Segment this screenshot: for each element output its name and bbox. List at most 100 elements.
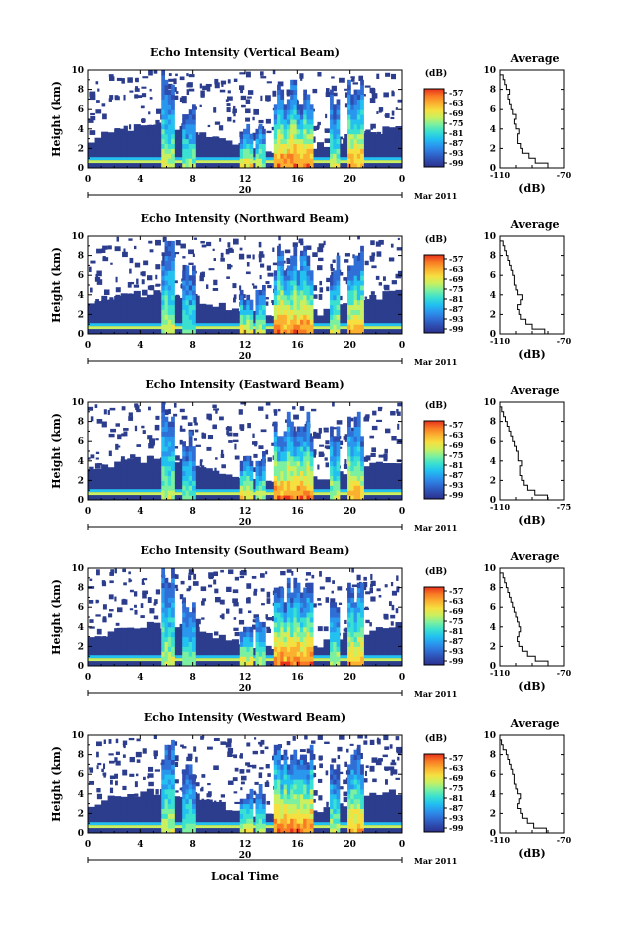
average-x-tick-label: -110 <box>490 170 510 180</box>
colorbar-tick-label: -69 <box>449 440 464 450</box>
colorbar-tick-label: -63 <box>449 430 464 440</box>
y-tick-label: 0 <box>78 164 84 174</box>
x-tick-label: 12 <box>239 840 252 850</box>
colorbar-tick-label: -57 <box>449 88 463 98</box>
y-tick-label: 8 <box>78 86 84 96</box>
colorbar-tick-label: -99 <box>449 490 464 500</box>
average-y-tick-label: 8 <box>490 86 496 96</box>
day-label: 20 <box>239 684 252 694</box>
x-tick-label: 20 <box>343 840 356 850</box>
y-tick-label: 10 <box>71 564 84 574</box>
panel-title: Echo Intensity (Westward Beam) <box>144 711 346 724</box>
y-tick-label: 8 <box>78 751 84 761</box>
y-axis-label: Height (km) <box>50 247 63 323</box>
x-tick-label: 0 <box>399 840 405 850</box>
colorbar-tick-label: -63 <box>449 264 464 274</box>
average-profile-line <box>499 568 560 667</box>
y-tick-label: 2 <box>78 642 84 652</box>
colorbar-tick-label: -81 <box>449 793 463 803</box>
x-tick-label: 16 <box>291 840 304 850</box>
colorbar <box>423 254 445 334</box>
colorbar-tick-label: -69 <box>449 606 464 616</box>
x-tick-label: 20 <box>343 341 356 351</box>
x-tick-label: 16 <box>291 673 304 683</box>
panel-2: Echo Intensity (Eastward Beam) 0 2 4 6 8 10 Hei… <box>50 378 571 533</box>
y-tick-label: 2 <box>78 144 84 154</box>
x-tick-label: 4 <box>137 341 143 351</box>
average-y-tick-label: 0 <box>490 496 496 506</box>
average-y-tick-label: 2 <box>490 310 496 320</box>
panel-title: Echo Intensity (Southward Beam) <box>141 544 350 557</box>
x-tick-label: 16 <box>291 175 304 185</box>
x-tick-label: 0 <box>399 673 405 683</box>
average-y-tick-label: 6 <box>490 603 496 613</box>
colorbar-tick-label: -87 <box>449 304 463 314</box>
y-tick-label: 0 <box>78 662 84 672</box>
y-axis-label: Height (km) <box>50 81 63 157</box>
average-y-tick-label: 6 <box>490 770 496 780</box>
average-x-tick-label: -110 <box>490 668 510 678</box>
average-y-tick-label: 4 <box>490 125 496 135</box>
colorbar-tick-label: -81 <box>449 460 463 470</box>
colorbar-tick-label: -75 <box>449 450 463 460</box>
x-tick-label: 20 <box>343 507 356 517</box>
colorbar-tick-label: -81 <box>449 128 463 138</box>
x-tick-label: 16 <box>291 341 304 351</box>
average-x-label: (dB) <box>518 514 545 527</box>
x-tick-label: 20 <box>343 175 356 185</box>
average-x-tick-label: -110 <box>490 336 510 346</box>
colorbar-tick-label: -99 <box>449 324 464 334</box>
date-label: Mar 2011 <box>414 357 457 367</box>
y-tick-label: 6 <box>78 105 84 115</box>
average-frame <box>499 567 565 667</box>
average-frame <box>499 235 565 335</box>
colorbar-tick-label: -57 <box>449 420 463 430</box>
heatmap <box>88 70 402 168</box>
y-tick-label: 10 <box>71 398 84 408</box>
y-tick-label: 0 <box>78 330 84 340</box>
y-tick-label: 8 <box>78 584 84 594</box>
y-tick-label: 4 <box>78 790 84 800</box>
heatmap <box>88 236 402 334</box>
average-y-tick-label: 8 <box>490 252 496 262</box>
day-label: 20 <box>239 851 252 861</box>
average-x-tick-label: -110 <box>490 835 510 845</box>
y-tick-label: 8 <box>78 252 84 262</box>
colorbar-label: (dB) <box>425 566 447 577</box>
average-x-tick-label: -75 <box>557 502 571 512</box>
average-y-tick-label: 6 <box>490 105 496 115</box>
colorbar-tick-label: -75 <box>449 284 463 294</box>
average-y-tick-label: 2 <box>490 642 496 652</box>
colorbar-tick-label: -81 <box>449 626 463 636</box>
y-tick-label: 4 <box>78 623 84 633</box>
x-tick-label: 12 <box>239 507 252 517</box>
average-y-tick-label: 4 <box>490 623 496 633</box>
average-title: Average <box>509 384 559 397</box>
average-x-tick-label: -70 <box>557 336 572 346</box>
average-x-label: (dB) <box>518 182 545 195</box>
x-tick-label: 16 <box>291 507 304 517</box>
x-tick-label: 4 <box>137 673 143 683</box>
y-tick-label: 10 <box>71 232 84 242</box>
x-tick-label: 4 <box>137 507 143 517</box>
y-tick-label: 6 <box>78 603 84 613</box>
x-tick-label: 0 <box>399 341 405 351</box>
x-tick-label: 0 <box>399 507 405 517</box>
average-title: Average <box>509 218 559 231</box>
x-tick-label: 8 <box>190 673 196 683</box>
colorbar-tick-label: -99 <box>449 823 464 833</box>
heatmap <box>88 568 402 666</box>
date-label: Mar 2011 <box>414 856 457 866</box>
average-y-tick-label: 8 <box>490 418 496 428</box>
panel-1: Echo Intensity (Northward Beam) 0 2 4 6 8 10 He… <box>50 212 572 367</box>
colorbar-label: (dB) <box>425 68 447 79</box>
colorbar-tick-label: -93 <box>449 148 464 158</box>
colorbar-tick-label: -57 <box>449 586 463 596</box>
colorbar-tick-label: -69 <box>449 773 464 783</box>
average-x-tick-label: -70 <box>557 835 572 845</box>
colorbar-tick-label: -99 <box>449 158 464 168</box>
colorbar-tick-label: -87 <box>449 803 463 813</box>
average-y-tick-label: 0 <box>490 829 496 839</box>
x-tick-label: 0 <box>85 175 91 185</box>
